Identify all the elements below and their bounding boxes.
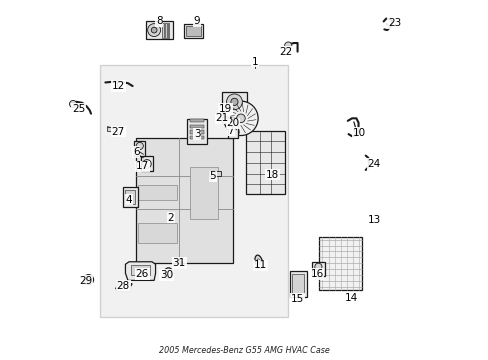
Text: 17: 17 [135, 161, 149, 171]
Bar [116, 284, 130, 291]
Bar [167, 23, 169, 38]
Bar [145, 21, 172, 40]
Text: 9: 9 [193, 17, 200, 27]
Text: 12: 12 [111, 81, 124, 91]
Bar [190, 125, 203, 128]
Text: 7: 7 [227, 126, 234, 135]
Bar [138, 185, 177, 200]
Circle shape [151, 27, 157, 33]
Bar [184, 24, 203, 39]
Ellipse shape [257, 259, 260, 265]
Bar [319, 237, 361, 290]
Bar [190, 119, 203, 122]
Text: 30: 30 [160, 270, 173, 280]
Bar [162, 23, 163, 38]
Circle shape [236, 114, 244, 123]
Bar [130, 265, 150, 275]
Bar [221, 92, 247, 112]
Bar [190, 136, 203, 139]
Text: 14: 14 [344, 293, 357, 303]
Text: 21: 21 [215, 113, 228, 123]
Text: 19: 19 [219, 104, 232, 114]
Bar [134, 141, 145, 156]
Bar [107, 127, 115, 131]
Text: 8: 8 [156, 17, 162, 27]
Text: 29: 29 [79, 276, 92, 286]
Text: 1: 1 [251, 57, 258, 67]
Circle shape [136, 142, 143, 149]
Text: 22: 22 [279, 46, 292, 57]
Ellipse shape [166, 271, 170, 276]
Bar [125, 190, 135, 204]
Ellipse shape [254, 255, 262, 269]
Bar [289, 271, 306, 297]
Bar [227, 118, 238, 138]
Text: 25: 25 [72, 104, 85, 114]
Text: 23: 23 [387, 18, 400, 28]
Circle shape [223, 101, 258, 135]
Circle shape [83, 275, 93, 285]
Text: 6: 6 [133, 147, 139, 157]
Text: 20: 20 [226, 118, 239, 128]
Text: 4: 4 [125, 195, 132, 205]
Circle shape [147, 24, 160, 37]
Text: 2: 2 [167, 213, 174, 222]
Circle shape [142, 159, 151, 168]
Text: 5: 5 [209, 171, 216, 181]
Bar [164, 23, 166, 38]
Polygon shape [100, 64, 287, 317]
Circle shape [314, 263, 321, 270]
Text: 31: 31 [172, 258, 185, 268]
Circle shape [86, 278, 90, 282]
Polygon shape [136, 138, 233, 263]
Bar [222, 117, 230, 123]
Text: 11: 11 [253, 260, 267, 270]
Text: 26: 26 [135, 269, 149, 279]
Bar [190, 130, 203, 134]
Text: 15: 15 [290, 294, 304, 304]
Text: 16: 16 [310, 269, 323, 279]
Text: 18: 18 [265, 170, 279, 180]
Text: 2005 Mercedes-Benz G55 AMG HVAC Case: 2005 Mercedes-Benz G55 AMG HVAC Case [159, 346, 329, 355]
Bar [311, 262, 325, 276]
Text: 10: 10 [352, 128, 365, 138]
Bar [141, 156, 152, 171]
Text: 27: 27 [111, 127, 124, 136]
Circle shape [230, 98, 238, 105]
Bar [123, 187, 137, 207]
Text: 13: 13 [367, 215, 380, 225]
Text: 28: 28 [117, 281, 130, 291]
Polygon shape [125, 262, 155, 280]
Bar [292, 274, 304, 294]
Text: 3: 3 [193, 129, 200, 139]
Circle shape [69, 100, 77, 108]
Text: 24: 24 [367, 159, 380, 169]
Ellipse shape [163, 268, 173, 279]
Circle shape [229, 120, 236, 127]
Bar [245, 131, 285, 194]
Bar [186, 26, 201, 36]
Bar [138, 223, 177, 243]
Bar [209, 171, 221, 176]
Circle shape [226, 94, 242, 110]
Bar [190, 167, 218, 219]
Circle shape [284, 42, 291, 49]
Bar [187, 119, 206, 144]
